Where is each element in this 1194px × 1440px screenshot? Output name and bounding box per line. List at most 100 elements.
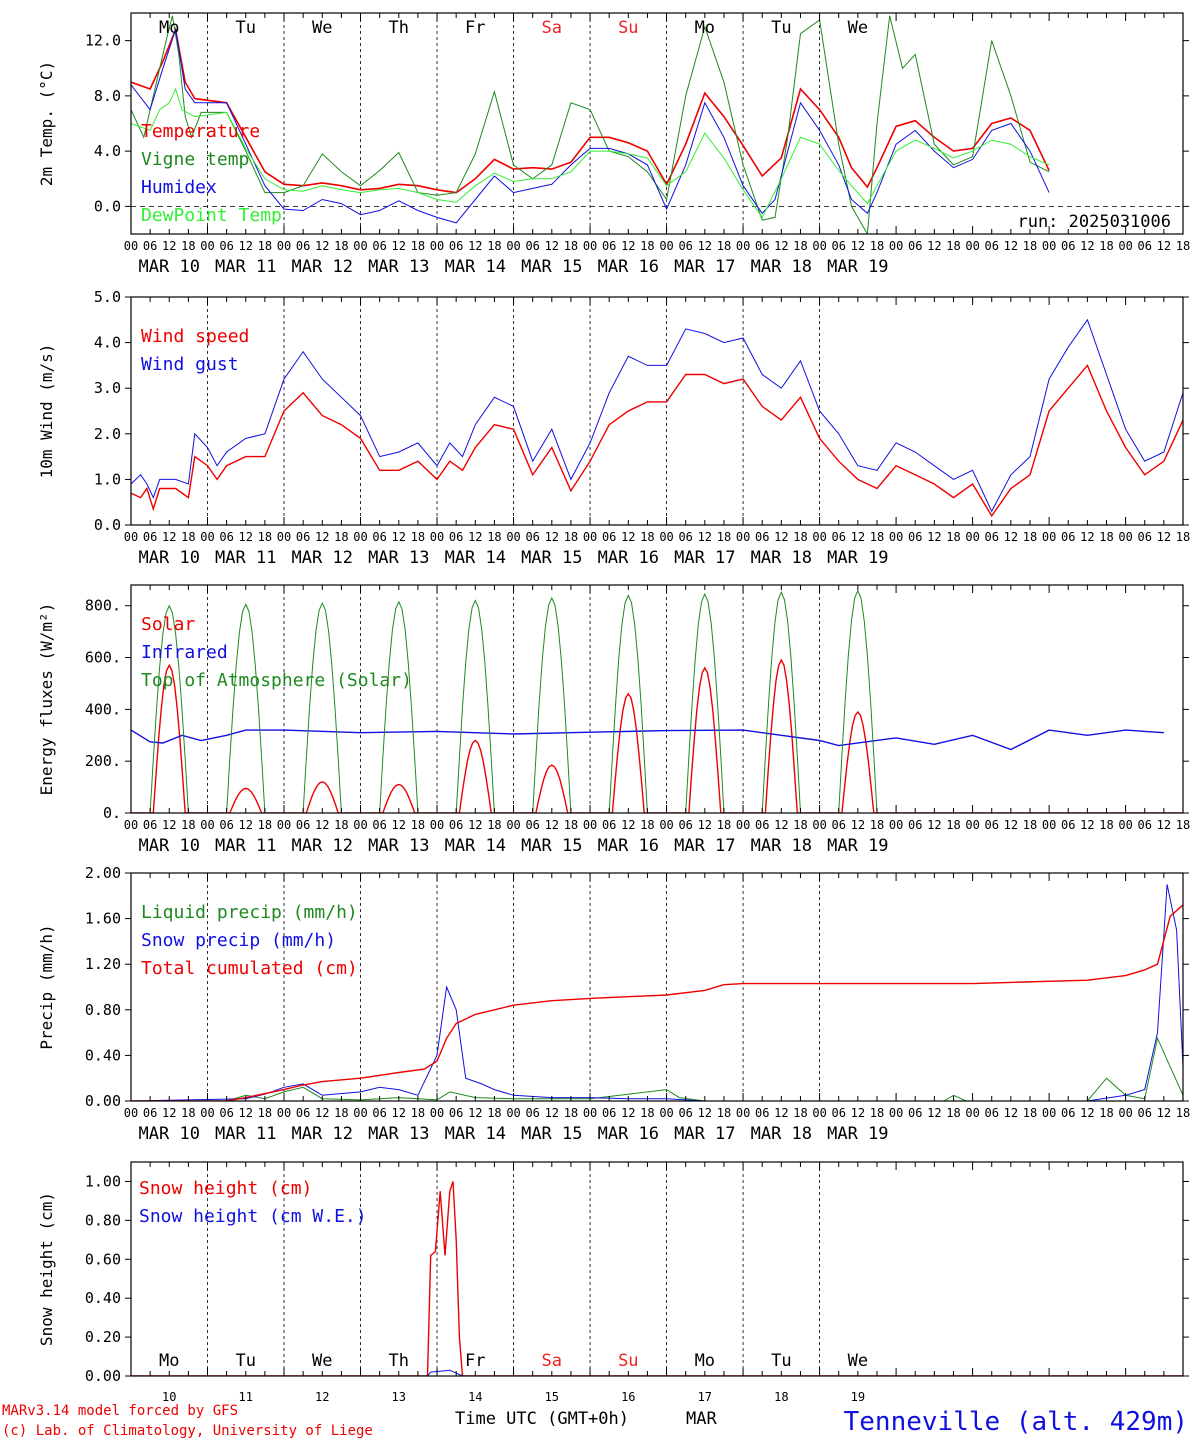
hour-label: 18: [1099, 530, 1113, 544]
hour-label: 00: [583, 1106, 597, 1120]
hour-label: 18: [411, 239, 425, 253]
y-tick-label: 0.00: [85, 1092, 121, 1110]
hour-label: 06: [219, 818, 233, 832]
day-of-week-label: We: [848, 1351, 868, 1371]
hour-label: 12: [545, 1106, 559, 1120]
date-label: MAR 11: [215, 548, 276, 568]
date-label: MAR 12: [292, 548, 353, 568]
day-of-week-label: Th: [389, 1351, 409, 1371]
date-label: MAR 16: [598, 548, 659, 568]
hour-label: 06: [985, 1106, 999, 1120]
hour-label: 00: [1118, 530, 1132, 544]
hour-label: 12: [1157, 818, 1171, 832]
series-line-1: [131, 658, 1183, 813]
hour-label: 18: [258, 239, 272, 253]
hour-label: 06: [755, 1106, 769, 1120]
date-label: MAR 10: [139, 257, 200, 277]
legend-entry: Wind speed: [141, 326, 249, 347]
hour-label: 12: [239, 239, 253, 253]
hour-label: 00: [889, 1106, 903, 1120]
date-label: MAR 10: [139, 1124, 200, 1144]
hour-label: 12: [315, 239, 329, 253]
day-number-label: 13: [392, 1390, 406, 1404]
hour-label: 06: [755, 239, 769, 253]
y-tick-label: 5.0: [94, 288, 121, 306]
day-of-week-label: Mo: [695, 18, 715, 38]
day-of-week-label: Sa: [542, 1351, 562, 1371]
date-label: MAR 11: [215, 257, 276, 277]
y-axis-label: Energy fluxes (W/m²): [37, 603, 56, 796]
date-label: MAR 15: [521, 1124, 582, 1144]
hour-label: 18: [946, 1106, 960, 1120]
date-label: MAR 18: [751, 257, 812, 277]
hour-label: 00: [889, 530, 903, 544]
hour-label: 00: [812, 1106, 826, 1120]
hour-label: 00: [353, 239, 367, 253]
hour-label: 18: [564, 530, 578, 544]
hour-label: 18: [258, 530, 272, 544]
hour-label: 06: [678, 530, 692, 544]
date-label: MAR 16: [598, 836, 659, 856]
hour-label: 18: [411, 1106, 425, 1120]
hour-label: 00: [965, 530, 979, 544]
date-label: MAR 19: [827, 1124, 888, 1144]
y-tick-label: 0.0: [94, 516, 121, 534]
hour-label: 06: [296, 239, 310, 253]
hour-label: 18: [717, 239, 731, 253]
hour-label: 06: [1138, 818, 1152, 832]
month-label: MAR: [686, 1409, 717, 1429]
date-label: MAR 12: [292, 257, 353, 277]
date-label: MAR 13: [368, 257, 429, 277]
hour-label: 06: [219, 1106, 233, 1120]
hour-label: 00: [1118, 1106, 1132, 1120]
hour-label: 12: [239, 530, 253, 544]
hour-label: 12: [774, 530, 788, 544]
axes-frame: [130, 296, 1184, 526]
hour-label: 18: [334, 239, 348, 253]
hour-label: 18: [1099, 818, 1113, 832]
day-number-label: 17: [698, 1390, 712, 1404]
hour-label: 06: [602, 239, 616, 253]
date-label: MAR 14: [445, 548, 506, 568]
hour-label: 18: [487, 239, 501, 253]
hour-label: 06: [449, 1106, 463, 1120]
hour-label: 06: [1138, 530, 1152, 544]
hour-label: 18: [1023, 239, 1037, 253]
hour-label: 12: [392, 818, 406, 832]
series-line-3: [131, 29, 1050, 224]
hour-label: 18: [487, 818, 501, 832]
hour-label: 18: [181, 1106, 195, 1120]
y-tick-label: 0.40: [85, 1046, 121, 1064]
y-tick-label: 200.: [85, 752, 121, 770]
hour-label: 18: [1023, 818, 1037, 832]
hour-label: 12: [545, 239, 559, 253]
hour-label: 12: [162, 239, 176, 253]
hour-label: 00: [1042, 818, 1056, 832]
hour-label: 18: [870, 239, 884, 253]
hour-label: 06: [143, 1106, 157, 1120]
hour-label: 06: [985, 818, 999, 832]
hour-label: 18: [640, 239, 654, 253]
hour-label: 00: [1042, 1106, 1056, 1120]
day-of-week-label: Sa: [542, 18, 562, 38]
date-label: MAR 17: [674, 548, 735, 568]
hour-label: 00: [1042, 239, 1056, 253]
day-of-week-label: Tu: [771, 18, 791, 38]
hour-label: 12: [621, 1106, 635, 1120]
date-label: MAR 14: [445, 836, 506, 856]
legend-entry: DewPoint Temp: [141, 205, 282, 226]
hour-label: 18: [334, 1106, 348, 1120]
day-number-label: 11: [239, 1390, 253, 1404]
hour-label: 00: [736, 1106, 750, 1120]
hour-label: 00: [124, 530, 138, 544]
hour-label: 18: [717, 530, 731, 544]
hour-label: 00: [736, 818, 750, 832]
y-tick-label: 2.0: [94, 425, 121, 443]
date-label: MAR 13: [368, 548, 429, 568]
hour-label: 18: [717, 818, 731, 832]
y-tick-label: 2.00: [85, 864, 121, 882]
hour-label: 06: [525, 818, 539, 832]
hour-label: 00: [659, 530, 673, 544]
legend-entry: Wind gust: [141, 354, 239, 375]
legend-entry: Humidex: [141, 177, 217, 198]
